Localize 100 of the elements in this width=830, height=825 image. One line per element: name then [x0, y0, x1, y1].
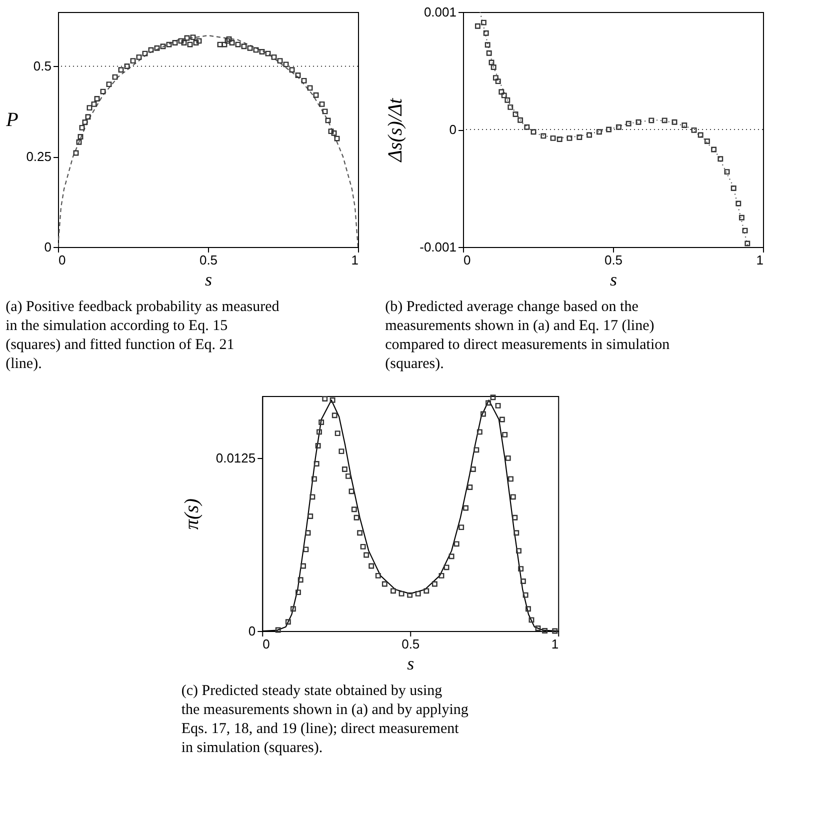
point [474, 23, 480, 29]
point [85, 114, 91, 120]
x-tick-label: 0 [464, 252, 471, 268]
point [91, 101, 97, 107]
point [253, 47, 259, 53]
point [190, 34, 196, 40]
point [711, 146, 717, 152]
point [193, 40, 199, 46]
point [259, 49, 265, 54]
point [530, 129, 536, 135]
point [738, 214, 744, 220]
point [718, 156, 724, 162]
y-tick-label: 0.0125 [216, 450, 256, 466]
point [744, 240, 750, 246]
y-axis-title: π(s) [180, 498, 203, 530]
point [550, 135, 556, 141]
point [730, 186, 736, 191]
y-axis-title: Δs(s)/Δt [384, 98, 407, 163]
line-series [58, 34, 358, 247]
point [648, 118, 654, 124]
point [142, 50, 148, 56]
point [626, 120, 632, 126]
point [508, 104, 514, 110]
point [524, 124, 530, 130]
x-tick-label: 0.5 [402, 636, 420, 652]
x-axis-title: s [610, 270, 618, 290]
point [556, 136, 562, 142]
text: (c) Predicted steady state obtained by using the measurements shown in (a) and by applying Eqs. 17, 18, and 19 (line); direct measurement in simulation (squares). [181, 683, 469, 756]
text: (a) Positive feedback probability as measured in the simulation according to Eq. 15 (squares) and fitted function of Eq. 21 (line). [6, 299, 280, 372]
point [307, 85, 313, 91]
point [73, 150, 79, 156]
point [704, 138, 710, 144]
y-tick-label: 0.5 [33, 58, 52, 74]
point [501, 92, 507, 98]
point [224, 38, 230, 44]
point [79, 124, 85, 130]
point [331, 130, 337, 136]
point [136, 54, 142, 60]
point [130, 58, 136, 64]
point [492, 75, 498, 81]
x-tick-label: 1 [756, 252, 764, 268]
point [301, 78, 307, 84]
line-series [480, 12, 749, 247]
point [94, 96, 100, 102]
point [265, 50, 271, 56]
point [606, 126, 612, 132]
x-tick-label: 0.5 [604, 252, 623, 268]
point [662, 118, 668, 124]
x-tick-label: 1 [551, 636, 559, 652]
point [160, 44, 166, 50]
point [229, 40, 235, 46]
point [504, 97, 510, 103]
point [486, 50, 492, 56]
point [322, 108, 328, 114]
x-tick-label: 0 [262, 636, 270, 652]
point [495, 78, 501, 84]
point [106, 82, 112, 88]
y-tick-label: 0 [44, 240, 52, 254]
y-tick-label: 0 [449, 122, 456, 137]
point [181, 40, 187, 46]
point [289, 67, 295, 73]
point [118, 67, 124, 73]
point [540, 133, 546, 139]
x-tick-label: 0 [58, 252, 66, 268]
point [691, 127, 697, 133]
point [196, 38, 202, 44]
point [480, 20, 486, 26]
point [271, 54, 277, 60]
point [682, 122, 688, 128]
y-tick-label: 0.25 [26, 149, 52, 164]
point [172, 40, 178, 46]
point [636, 119, 642, 125]
point [566, 135, 572, 141]
point [112, 74, 118, 80]
point [277, 58, 283, 64]
point [226, 36, 232, 42]
point [742, 228, 748, 234]
point [576, 134, 582, 140]
point [313, 92, 319, 98]
point [698, 132, 704, 138]
point [184, 35, 190, 41]
point [100, 88, 106, 94]
point [166, 42, 172, 48]
point [488, 60, 494, 66]
point [283, 62, 289, 68]
point [319, 101, 325, 107]
point [596, 129, 602, 135]
x-tick-label: 0.5 [199, 252, 218, 268]
point [483, 30, 489, 36]
point [82, 120, 88, 125]
y-tick-label: -0.001 [420, 240, 456, 254]
x-axis-title: s [204, 270, 212, 290]
point [241, 44, 247, 50]
text: (b) Predicted average change based on the measurements shown in (a) and Eq. 17 (line) compared to direct measurements in simulation (squares). [385, 299, 670, 372]
point [325, 118, 331, 124]
point [498, 89, 504, 95]
point [76, 139, 82, 145]
point [148, 47, 154, 53]
y-axis-title: P [5, 109, 18, 131]
point [518, 117, 524, 123]
